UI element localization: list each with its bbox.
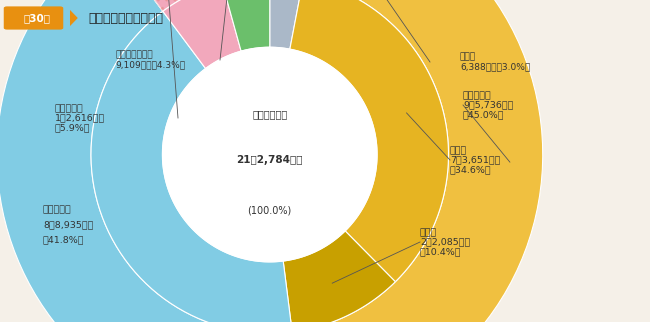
Text: （10.4%）: （10.4%） (420, 247, 462, 256)
Text: （34.6%）: （34.6%） (450, 165, 491, 174)
Text: （41.8%）: （41.8%） (43, 235, 84, 244)
Polygon shape (283, 231, 395, 322)
Text: 第30図: 第30図 (23, 13, 51, 23)
Polygon shape (0, 0, 304, 322)
Text: 市町村たばこ税: 市町村たばこ税 (115, 51, 153, 60)
Polygon shape (163, 0, 241, 69)
Text: 6,388億円（3.0%）: 6,388億円（3.0%） (460, 62, 530, 71)
Text: 1兆2,616億円: 1兆2,616億円 (55, 113, 105, 122)
Polygon shape (70, 10, 78, 26)
Text: 固定資産税: 固定資産税 (43, 205, 72, 214)
Polygon shape (107, 0, 222, 11)
Text: 法人分: 法人分 (420, 228, 437, 237)
Text: (100.0%): (100.0%) (248, 205, 292, 215)
Text: 7兆3,651億円: 7兆3,651億円 (450, 156, 500, 165)
Text: 9兆5,736億円: 9兆5,736億円 (463, 100, 514, 109)
Text: 市町村民税: 市町村民税 (463, 91, 492, 100)
Text: 2兆2,085億円: 2兆2,085億円 (420, 238, 470, 247)
Polygon shape (162, 47, 377, 262)
Text: 都市計画税: 都市計画税 (55, 104, 84, 113)
Text: 市町村税収入額の状況: 市町村税収入額の状況 (88, 12, 163, 24)
Text: （5.9%）: （5.9%） (55, 123, 90, 132)
Text: 8兆8,935億円: 8兆8,935億円 (43, 221, 94, 230)
Text: その他: その他 (460, 53, 476, 62)
FancyBboxPatch shape (4, 6, 63, 30)
Text: 9,109億円（4.3%）: 9,109億円（4.3%） (115, 60, 185, 69)
Text: 21兆2,784億円: 21兆2,784億円 (237, 155, 303, 165)
Polygon shape (270, 0, 304, 49)
Polygon shape (91, 11, 292, 322)
Polygon shape (290, 0, 448, 282)
Polygon shape (292, 0, 543, 322)
Polygon shape (222, 0, 270, 51)
Text: 個人分: 個人分 (450, 146, 467, 155)
Text: 市町村税総額: 市町村税総額 (252, 109, 287, 119)
Text: （45.0%）: （45.0%） (463, 110, 504, 119)
